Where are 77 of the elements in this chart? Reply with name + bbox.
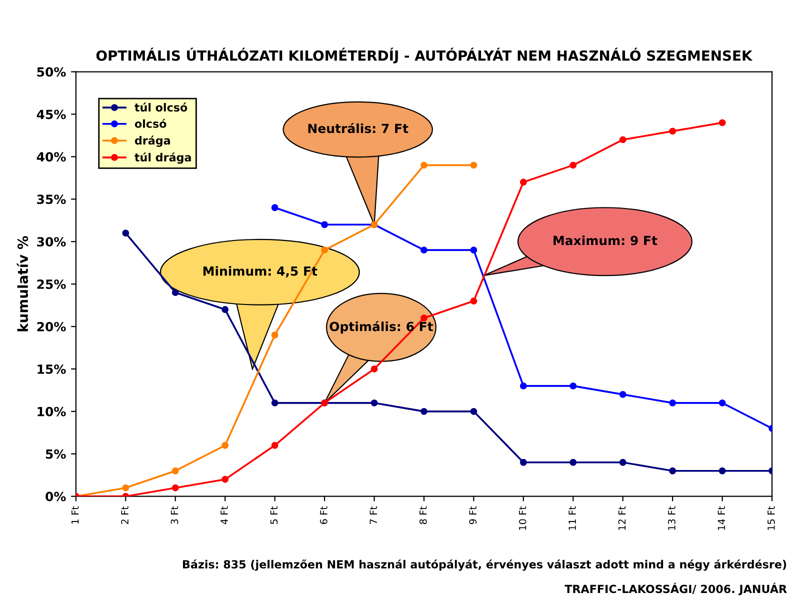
point xyxy=(420,246,428,254)
y-tick-label: 15% xyxy=(38,364,66,374)
annotation: Maximum: 9 Ft xyxy=(554,236,658,246)
y-tick-label: 45% xyxy=(36,110,66,120)
x-tick-label: 15 Ft xyxy=(768,506,775,530)
x-tick-label: 14 Ft xyxy=(718,506,725,530)
x-tick-label: 10 Ft xyxy=(518,506,526,530)
point xyxy=(370,365,378,372)
point xyxy=(669,128,676,135)
x-tick-label: 13 Ft xyxy=(668,506,676,530)
x-tick-label: 9 Ft xyxy=(469,506,477,524)
point xyxy=(669,399,676,406)
x-tick-label: 6 Ft xyxy=(320,506,328,524)
point xyxy=(619,136,626,144)
x-tick-label: 7 Ft xyxy=(370,506,377,524)
point xyxy=(271,332,278,338)
y-tick-label: 40% xyxy=(36,152,66,162)
point xyxy=(570,458,577,466)
y-tick-label: 50% xyxy=(37,67,66,77)
x-tick-label: 5 Ft xyxy=(270,506,278,524)
point xyxy=(271,442,278,449)
x-tick-label: 3 Ft xyxy=(170,506,178,524)
x-tick-label: 12 Ft xyxy=(618,506,626,530)
point xyxy=(470,162,478,169)
point xyxy=(271,399,278,406)
legend-label: drága xyxy=(134,136,170,147)
point xyxy=(122,484,130,492)
y-tick-label: 5% xyxy=(46,449,66,459)
legend-label: túl olcsó xyxy=(134,102,188,112)
point xyxy=(172,484,179,492)
point xyxy=(222,476,229,483)
legend-label: túl drága xyxy=(134,152,191,164)
point xyxy=(222,442,229,449)
point xyxy=(619,458,626,466)
point xyxy=(470,408,478,415)
legend-label: olcsó xyxy=(134,118,166,128)
x-tick-label: 4 Ft xyxy=(220,506,228,524)
text: Bázis: 835 (jellemzően NEM használ autópályát, érvényes választ adott mind a négy árkérdésre) xyxy=(183,559,786,571)
y-tick-label: 25% xyxy=(37,280,66,289)
annotation: Optimális: 6 Ft xyxy=(330,321,434,334)
point xyxy=(470,246,478,254)
x-tick-label: 11 Ft xyxy=(568,506,576,530)
point xyxy=(420,162,428,169)
point xyxy=(520,178,527,186)
point xyxy=(172,289,179,296)
y-tick-label: 20% xyxy=(37,322,66,332)
chart-title: OPTIMÁLIS ÚTHÁLÓZATI KILOMÉTERDÍJ - AUTÓPÁLYÁT NEM HASZNÁLÓ SZEGMENSEK xyxy=(96,48,753,64)
point xyxy=(718,119,726,126)
x-tick-label: 1 Ft xyxy=(72,506,79,524)
point xyxy=(370,399,378,406)
y-tick-label: 30% xyxy=(37,237,66,247)
point xyxy=(619,390,626,398)
text: TRAFFIC-LAKOSSÁGI/ 2006. JANUÁR xyxy=(564,582,787,596)
point xyxy=(570,162,577,169)
point xyxy=(470,298,478,305)
point xyxy=(122,230,130,237)
x-tick-label: 8 Ft xyxy=(419,506,427,524)
x-tick-label: 2 Ft xyxy=(121,506,128,524)
point xyxy=(172,467,179,474)
point xyxy=(271,204,278,212)
point xyxy=(520,458,527,466)
y-tick-label: 0% xyxy=(46,492,66,502)
annotation: Minimum: 4,5 Ft xyxy=(203,266,318,278)
y-axis-title: kumulatív % xyxy=(16,236,28,332)
y-tick-label: 10% xyxy=(38,406,66,416)
point xyxy=(570,382,577,390)
y-tick-label: 35% xyxy=(37,194,66,204)
annotation: Neutrális: 7 Ft xyxy=(308,122,408,134)
point xyxy=(669,467,676,474)
point xyxy=(321,246,328,254)
point xyxy=(718,467,726,474)
point xyxy=(321,221,328,228)
point xyxy=(520,382,527,390)
point xyxy=(222,306,229,313)
point xyxy=(420,314,428,322)
point xyxy=(420,408,428,415)
point xyxy=(718,399,726,406)
